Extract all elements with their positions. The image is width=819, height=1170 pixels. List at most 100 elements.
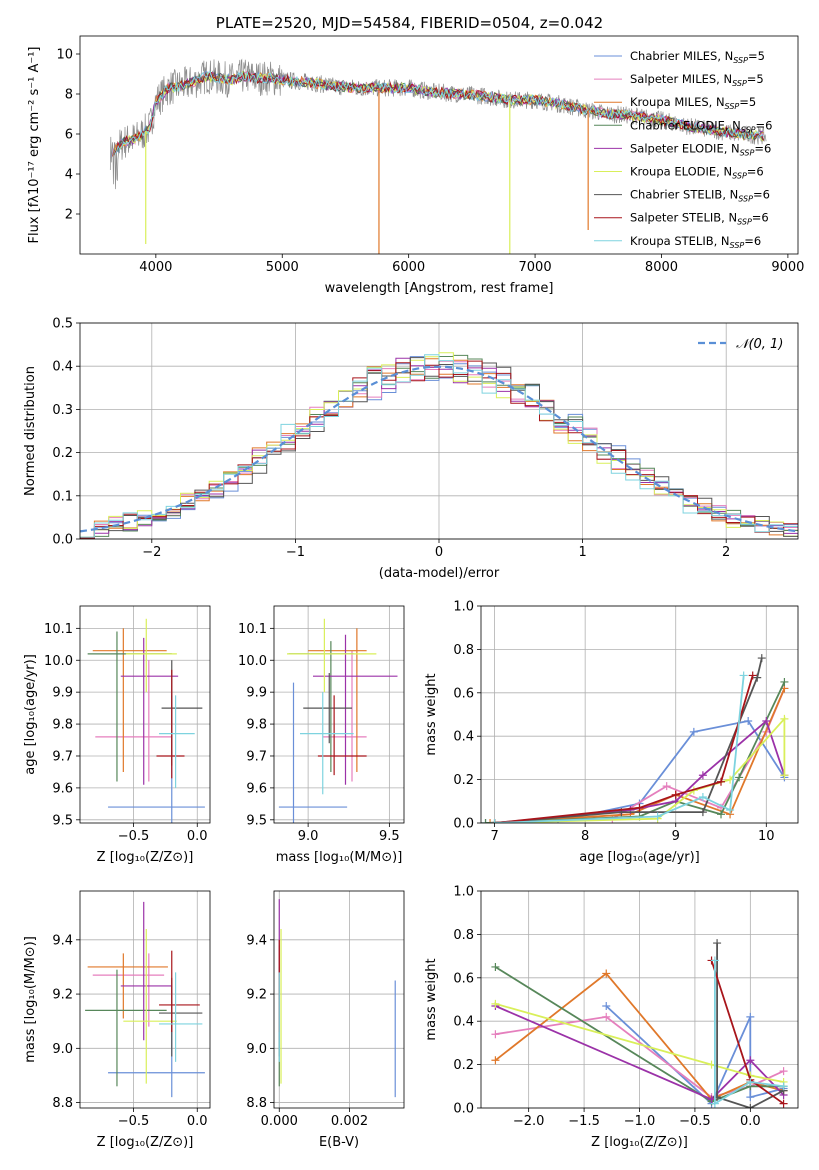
y-tick-label: 0.0 (453, 1102, 474, 1117)
data-point-marker (780, 677, 789, 686)
residual-histogram (80, 360, 798, 539)
y-tick-label: 0.0 (453, 817, 474, 832)
data-point-marker (653, 812, 662, 821)
y-tick-label: 9.7 (52, 749, 73, 764)
data-point-marker (746, 1104, 755, 1108)
legend-entry: Salpeter MILES, NSSP=5 (630, 72, 764, 88)
x-axis-label: age [log₁₀(age/yr)] (579, 850, 700, 865)
mass-weight-series (494, 657, 763, 823)
data-point-marker (713, 939, 722, 948)
x-axis-label: E(B-V) (319, 1135, 359, 1150)
mass-weight-series (494, 675, 754, 823)
x-tick-label: 8000 (645, 260, 678, 275)
x-tick-label: 2 (722, 545, 730, 560)
y-tick-label: 9.8 (246, 718, 267, 733)
data-point-marker (779, 1067, 788, 1076)
plot-content (278, 899, 396, 1098)
y-tick-label: 10.0 (44, 654, 73, 669)
residuals-panel: −2 −1 0 1 2 0.0 0.1 0.2 0.3 0.4 0.5 (data-model)/er… (23, 317, 799, 581)
age-vs-mass-panel: 9.0 9.5 9.5 9.6 9.7 9.8 9.9 10.0 10.1 mass [log₁₀… (238, 605, 405, 865)
data-point-marker (748, 671, 757, 680)
y-tick-label: 9.9 (246, 686, 267, 701)
legend-entry: Chabrier ELODIE, NSSP=6 (630, 118, 772, 134)
y-tick-label: 9.2 (246, 988, 267, 1003)
y-tick-label: 8.8 (246, 1096, 267, 1111)
x-axis-label: (data-model)/error (379, 566, 500, 581)
x-tick-label: 0.0 (187, 829, 208, 844)
x-tick-label: 5000 (266, 260, 299, 275)
data-point-marker (481, 819, 490, 823)
spectrum-legend: Chabrier MILES, NSSP=5 Salpeter MILES, NS… (594, 49, 772, 250)
data-point-marker (689, 727, 698, 736)
y-tick-label: 9.4 (246, 933, 267, 948)
y-tick-label: 0.6 (453, 971, 474, 986)
y-tick-label: 0.3 (52, 403, 73, 418)
mass-weight-series (495, 1005, 785, 1101)
mass-weight-series (485, 681, 786, 823)
x-tick-label: 0.002 (331, 1114, 368, 1129)
legend-entry: Chabrier STELIB, NSSP=6 (630, 188, 770, 204)
data-point-marker (662, 782, 671, 791)
legend-entry: Kroupa STELIB, NSSP=6 (630, 234, 761, 250)
y-tick-label: 0.5 (52, 317, 73, 332)
data-point-marker (780, 771, 789, 780)
figure-title: PLATE=2520, MJD=54584, FIBERID=0504, z=0… (216, 14, 603, 32)
y-tick-label: 0.2 (453, 773, 474, 788)
x-tick-label: 7 (490, 829, 498, 844)
y-tick-label: 1.0 (453, 600, 474, 615)
age-vs-z-panel: −0.5 0.0 9.5 9.6 9.7 9.8 9.9 10.0 10.1 Z [log₁₀(Z… (23, 605, 211, 865)
data-point-marker (739, 671, 748, 680)
y-tick-label: 0.2 (52, 446, 73, 461)
x-tick-label: 9.0 (298, 829, 319, 844)
x-tick-label: −0.5 (118, 829, 150, 844)
axes-frame (273, 605, 405, 824)
x-tick-label: 0.000 (261, 1114, 298, 1129)
x-tick-label: 9 (672, 829, 680, 844)
plot-content (481, 654, 789, 823)
data-point-marker (698, 792, 707, 801)
data-point-marker (757, 654, 766, 663)
data-point-marker (753, 673, 762, 682)
y-tick-label: 0.4 (453, 730, 474, 745)
y-tick-label: 9.4 (52, 933, 73, 948)
plot-content (87, 618, 205, 823)
data-point-marker (635, 803, 644, 812)
axes-frame (480, 605, 799, 824)
data-point-marker (602, 1002, 611, 1011)
mass-weight-series (716, 943, 785, 1108)
x-tick-label: 1 (578, 545, 586, 560)
y-tick-label: 9.5 (52, 813, 73, 828)
y-tick-label: 8.8 (52, 1096, 73, 1111)
y-axis-label: mass weight (424, 958, 439, 1040)
data-point-marker (717, 810, 726, 819)
y-axis-label: age [log₁₀(age/yr)] (23, 654, 38, 775)
data-point-marker (698, 771, 707, 780)
data-point-marker (717, 777, 726, 786)
axes-frame (79, 35, 799, 255)
mass-vs-z-panel: −0.5 0.0 8.8 9.0 9.2 9.4 Z [log₁₀(Z/Z⊙)] mass [… (23, 890, 211, 1150)
y-tick-label: 0.0 (52, 533, 73, 548)
data-point-marker (780, 714, 789, 723)
axes-frame (273, 890, 405, 1109)
data-point-marker (602, 969, 611, 978)
y-tick-label: 9.0 (246, 1042, 267, 1057)
data-point-marker (491, 1056, 500, 1065)
x-tick-label: 4000 (139, 260, 172, 275)
y-tick-label: 9.6 (246, 781, 267, 796)
y-tick-label: 0.4 (453, 1015, 474, 1030)
data-point-marker (779, 1099, 788, 1108)
y-tick-label: 10.1 (238, 622, 267, 637)
y-tick-label: 6 (65, 128, 73, 143)
x-tick-label: 0.0 (740, 1114, 761, 1129)
mass-weight-vs-age-panel: 7 8 9 10 0.0 0.2 0.4 0.6 0.8 1.0 age [log₁₀(age/yr… (424, 600, 799, 865)
y-axis-label: Normed distribution (23, 366, 38, 496)
spectrum-panel: 4000 5000 6000 7000 8000 9000 2 4 6 8 10 wavelength… (27, 35, 804, 296)
mass-weight-series (494, 719, 786, 823)
model-spectrum-line (114, 71, 763, 155)
mass-weight-vs-z-panel: −2.0 −1.5 −1.0 −0.5 0.0 0.0 0.2 0.4 0.6 0.8 1.0 Z [… (424, 885, 799, 1150)
x-tick-label: 7000 (519, 260, 552, 275)
y-tick-label: 8 (65, 88, 73, 103)
x-tick-label: −0.5 (118, 1114, 150, 1129)
y-tick-label: 0.1 (52, 489, 73, 504)
x-tick-label: 10 (758, 829, 775, 844)
